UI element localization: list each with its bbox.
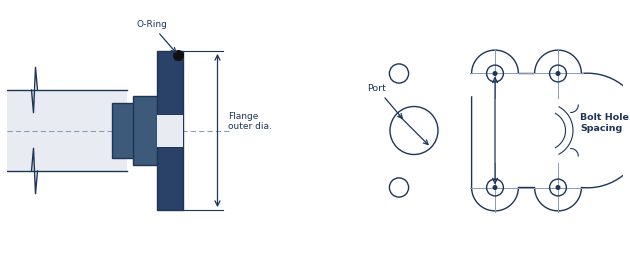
Bar — [113, 104, 149, 157]
Bar — [8, 90, 127, 171]
Circle shape — [493, 186, 497, 189]
Text: O-Ring: O-Ring — [136, 20, 176, 52]
Bar — [158, 51, 183, 210]
Circle shape — [493, 72, 497, 75]
Bar — [158, 114, 183, 147]
Text: Port: Port — [367, 84, 403, 118]
Bar — [174, 51, 183, 60]
Circle shape — [174, 51, 183, 60]
Text: Bolt Hole
Spacing: Bolt Hole Spacing — [580, 113, 629, 133]
Text: Flange
outer dia.: Flange outer dia. — [228, 112, 272, 131]
Circle shape — [556, 72, 560, 75]
Circle shape — [556, 186, 560, 189]
Bar — [134, 96, 173, 165]
